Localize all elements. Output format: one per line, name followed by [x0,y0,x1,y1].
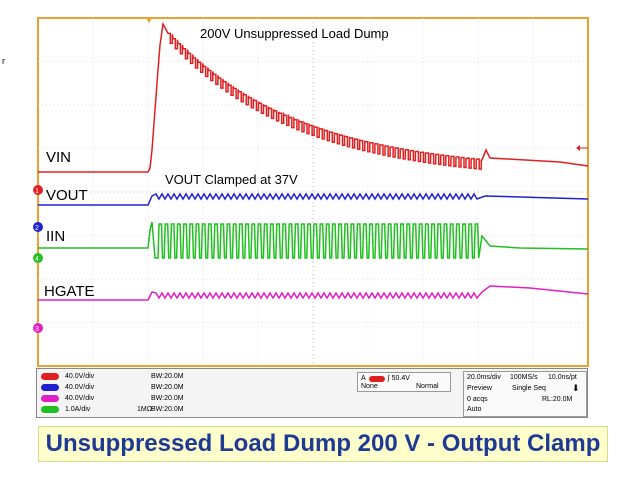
channel-row: 40.0V/div BW:20.0M [41,394,184,403]
trigger-coupling: Normal [416,383,439,390]
marker-ch1: 1 [33,185,43,195]
marker-ch4: 4 [33,253,43,263]
label-hgate: HGATE [44,283,95,300]
svg-text:2: 2 [35,225,39,232]
svg-text:3: 3 [35,326,39,333]
trace-iin [38,221,589,259]
label-vin: VIN [46,149,71,166]
svg-text:1: 1 [35,188,39,195]
channel-bandwidth: BW:20.0M [151,373,184,380]
trace-hgate [38,285,589,301]
marker-ch2: 2 [33,222,43,232]
channel-bandwidth: BW:20.0M [151,406,184,413]
timebase-box: 20.0ms/div 100MS/s 10.0ns/pt Preview Sin… [463,371,587,417]
trace-vin [38,21,589,173]
acq-count: 0 acqs [467,396,488,403]
acq-seq: Single Seq [512,385,546,392]
timebase-div: 20.0ms/div [467,374,501,381]
annotation-clamp: VOUT Clamped at 37V [165,172,298,187]
channel-impedance: 1MΩ [137,406,152,413]
channel-bandwidth: BW:20.0M [151,384,184,391]
timebase-pt: 10.0ns/pt [548,374,577,381]
label-vout: VOUT [46,187,88,204]
channel-row: 40.0V/div BW:20.0M [41,372,184,381]
trigger-box: A ∫ 50.4V None Normal [357,372,451,392]
traces [38,21,589,301]
acq-mode: Auto [467,406,482,413]
stray-text: r [2,56,5,66]
channel-color-pill [41,373,59,380]
channel-scale: 40.0V/div [65,395,95,402]
plot-frame [37,17,589,367]
scope-status-bar: 40.0V/div BW:20.0M 40.0V/div BW:20.0M 40.0V/… [36,368,588,418]
figure-caption: Unsuppressed Load Dump 200 V - Output Cl… [38,426,608,462]
channel-bandwidth: BW:20.0M [151,395,184,402]
annotation-top: 200V Unsuppressed Load Dump [200,26,389,41]
run-arrow-icon: ⬇ [572,383,580,393]
channel-color-pill [41,395,59,402]
channel-color-pill [41,406,59,413]
channel-scale: 1.0A/div [65,406,91,413]
oscilloscope-plot: VIN VOUT IIN HGATE 200V Unsuppressed Loa… [33,17,589,367]
svg-text:4: 4 [35,256,39,263]
timebase-rate: 100MS/s [510,374,538,381]
trace-vout [38,192,589,206]
trigger-source: A [361,375,366,382]
trigger-level: 50.4V [391,375,410,382]
channel-scale: 40.0V/div [65,384,95,391]
channel-color-pill [41,384,59,391]
trigger-position-marker [146,18,152,23]
channel-row: 40.0V/div BW:20.0M [41,383,184,392]
trigger-level-marker [576,145,588,151]
marker-ch3: 3 [33,323,43,333]
trigger-mode: None [361,383,378,390]
channel-scale: 40.0V/div [65,373,95,380]
channel-row: 1.0A/div 1MΩ BW:20.0M [41,405,184,414]
acq-preview: Preview [467,385,492,392]
label-iin: IIN [46,228,65,245]
record-length: RL:20.0M [542,396,573,403]
